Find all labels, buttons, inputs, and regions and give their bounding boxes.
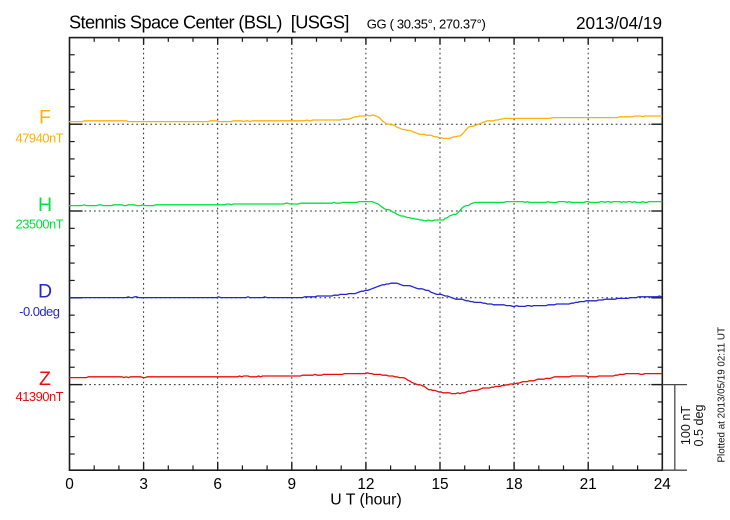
- svg-text:15: 15: [431, 476, 448, 493]
- svg-text:12: 12: [357, 476, 374, 493]
- svg-text:Z: Z: [39, 368, 51, 390]
- svg-text:Stennis Space Center (BSL) [U: Stennis Space Center (BSL) [USGS]: [69, 13, 349, 33]
- svg-text:18: 18: [506, 476, 523, 493]
- svg-text:-0.0deg: -0.0deg: [19, 304, 60, 319]
- svg-text:21: 21: [580, 476, 597, 493]
- svg-text:9: 9: [288, 476, 297, 493]
- svg-text:2013/04/19: 2013/04/19: [576, 13, 662, 33]
- svg-text:100 nT0.5 deg: 100 nT0.5 deg: [679, 404, 706, 446]
- svg-text:U T (hour): U T (hour): [330, 492, 401, 509]
- svg-text:23500nT: 23500nT: [16, 216, 64, 231]
- svg-text:47940nT: 47940nT: [16, 130, 64, 145]
- svg-text:H: H: [38, 194, 52, 216]
- svg-text:6: 6: [213, 476, 222, 493]
- svg-text:24: 24: [654, 476, 672, 493]
- svg-text:F: F: [39, 107, 51, 129]
- svg-text:0: 0: [65, 476, 74, 493]
- svg-text:GG ( 30.35°, 270.37°): GG ( 30.35°, 270.37°): [367, 17, 486, 32]
- svg-text:41390nT: 41390nT: [16, 389, 64, 404]
- svg-text:D: D: [38, 281, 52, 303]
- svg-text:3: 3: [139, 476, 148, 493]
- svg-text:Plotted at 2013/05/19 02:11 UT: Plotted at 2013/05/19 02:11 UT: [717, 327, 728, 462]
